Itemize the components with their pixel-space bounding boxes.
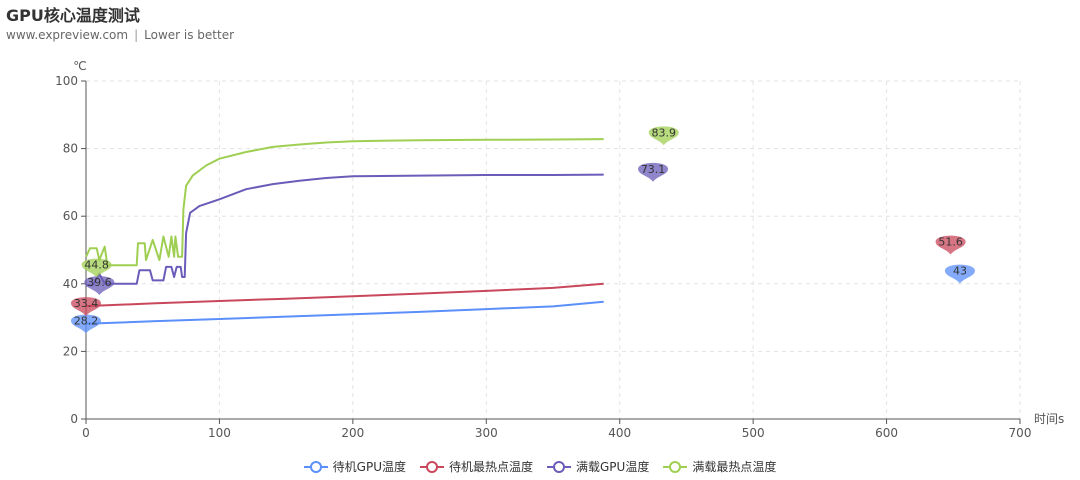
legend-line-circle-icon	[419, 460, 444, 473]
marker-pin-shape	[71, 297, 101, 317]
x-tick-label: 100	[208, 426, 231, 440]
marker-pin-shape	[648, 126, 679, 146]
x-tick-label: 500	[742, 426, 765, 440]
x-tick-label: 0	[82, 426, 90, 440]
marker-value-label: 44.8	[84, 259, 109, 272]
y-tick-label: 0	[70, 412, 78, 426]
value-marker-max[interactable]: 73.1	[638, 162, 669, 182]
marker-value-label: 73.1	[641, 163, 666, 176]
legend-item-3[interactable]: 满载GPU温度	[547, 458, 649, 475]
y-tick-label: 60	[63, 209, 78, 223]
marker-value-label: 83.9	[651, 126, 676, 139]
chart-legend: 待机GPU温度 待机最热点温度 满载GPU温度 满载最热点温度	[0, 458, 1080, 475]
legend-item-4[interactable]: 满载最热点温度	[663, 458, 776, 475]
legend-line-circle-icon	[663, 460, 688, 473]
subtitle-note: Lower is better	[144, 28, 235, 42]
y-tick-label: 40	[63, 277, 78, 291]
y-tick-label: 80	[63, 142, 78, 156]
x-tick-label: 600	[875, 426, 898, 440]
marker-pin-shape	[71, 314, 101, 334]
value-marker-max[interactable]: 51.6	[935, 235, 966, 255]
value-marker-min[interactable]: 39.6	[84, 276, 115, 296]
marker-pin-shape	[81, 258, 112, 278]
series-line-4	[85, 138, 604, 267]
marker-value-label: 51.6	[938, 236, 963, 249]
legend-line-circle-icon	[547, 460, 571, 473]
chart-title: GPU核心温度测试	[6, 6, 140, 25]
x-tick-label: 400	[608, 426, 631, 440]
y-tick-label: 100	[55, 74, 78, 88]
legend-label: 待机GPU温度	[332, 460, 406, 474]
legend-line-circle-icon	[303, 460, 328, 473]
value-marker-min[interactable]: 44.8	[81, 258, 112, 278]
x-tick-label: 700	[1009, 426, 1032, 440]
legend-item-1[interactable]: 待机GPU温度	[303, 458, 406, 475]
marker-value-label: 28.2	[74, 315, 99, 328]
value-marker-min[interactable]: 33.4	[71, 297, 101, 317]
chart-subtitle: www.expreview.com | Lower is better	[6, 28, 234, 42]
marker-pin-shape	[638, 162, 669, 182]
y-tick-label: 20	[63, 344, 78, 358]
marker-value-label: 43	[953, 265, 967, 278]
marker-value-label: 39.6	[87, 276, 112, 289]
marker-value-label: 33.4	[74, 297, 99, 310]
legend-label: 待机最热点温度	[448, 460, 533, 474]
legend-label: 满载最热点温度	[692, 460, 777, 474]
value-marker-max[interactable]: 83.9	[648, 126, 679, 146]
subtitle-separator: |	[134, 28, 139, 42]
x-axis-label: 时间s	[1034, 412, 1064, 426]
marker-pin-shape	[84, 276, 115, 296]
series-line-3	[86, 173, 604, 287]
subtitle-site: www.expreview.com	[6, 28, 129, 42]
legend-item-2[interactable]: 待机最热点温度	[419, 458, 533, 475]
grid	[86, 80, 1021, 419]
marker-pin-shape	[944, 264, 975, 284]
value-marker-min[interactable]: 28.2	[71, 314, 101, 334]
series-line-1	[85, 300, 604, 325]
series-line-2	[85, 282, 604, 308]
x-tick-label: 200	[341, 426, 364, 440]
x-tick-label: 300	[475, 426, 498, 440]
marker-pin-shape	[935, 235, 966, 255]
y-axis-label: ℃	[73, 59, 86, 73]
legend-label: 满载GPU温度	[576, 460, 650, 474]
value-marker-max[interactable]: 43	[944, 264, 975, 284]
